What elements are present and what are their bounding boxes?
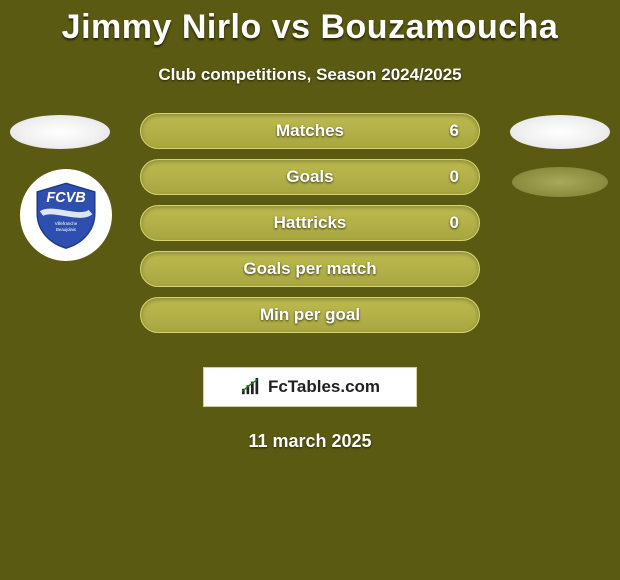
svg-text:Villefranche: Villefranche bbox=[55, 221, 78, 226]
stat-row-goals: Goals 0 bbox=[140, 159, 480, 195]
stat-label: Goals bbox=[286, 167, 333, 187]
as-of-date: 11 march 2025 bbox=[0, 431, 620, 452]
comparison-area: FCVB Villefranche Beaujolais Matches 6 G… bbox=[0, 113, 620, 353]
stat-row-hattricks: Hattricks 0 bbox=[140, 205, 480, 241]
player-left-oval bbox=[10, 115, 110, 149]
stat-row-matches: Matches 6 bbox=[140, 113, 480, 149]
brand-box: FcTables.com bbox=[203, 367, 417, 407]
svg-text:FCVB: FCVB bbox=[46, 190, 85, 206]
player-right-oval-secondary bbox=[512, 167, 608, 197]
stat-row-min-per-goal: Min per goal bbox=[140, 297, 480, 333]
stat-value: 6 bbox=[450, 121, 459, 141]
page-subtitle: Club competitions, Season 2024/2025 bbox=[0, 65, 620, 85]
page-title: Jimmy Nirlo vs Bouzamoucha bbox=[0, 0, 620, 47]
stat-label: Hattricks bbox=[274, 213, 347, 233]
stat-label: Matches bbox=[276, 121, 344, 141]
bar-chart-icon bbox=[240, 378, 262, 396]
player-right-oval bbox=[510, 115, 610, 149]
stat-label: Goals per match bbox=[243, 259, 376, 279]
svg-text:Beaujolais: Beaujolais bbox=[56, 227, 76, 232]
stat-value: 0 bbox=[450, 167, 459, 187]
stat-value: 0 bbox=[450, 213, 459, 233]
stat-row-goals-per-match: Goals per match bbox=[140, 251, 480, 287]
stat-label: Min per goal bbox=[260, 305, 360, 325]
player-left-club-badge: FCVB Villefranche Beaujolais bbox=[20, 169, 112, 261]
stats-list: Matches 6 Goals 0 Hattricks 0 Goals per … bbox=[140, 113, 480, 333]
brand-text: FcTables.com bbox=[268, 377, 380, 397]
shield-icon: FCVB Villefranche Beaujolais bbox=[30, 179, 102, 251]
